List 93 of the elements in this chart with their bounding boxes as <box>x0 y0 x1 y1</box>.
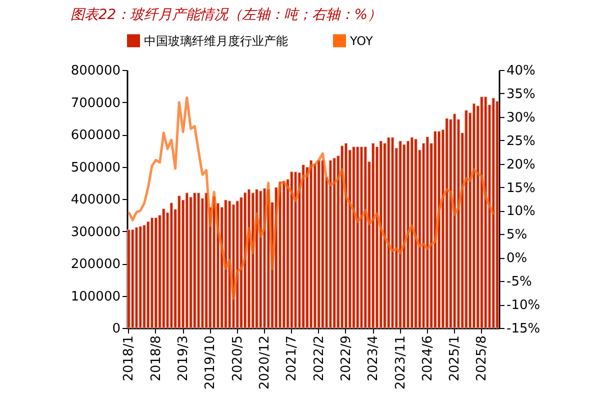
bar <box>379 140 382 328</box>
y-tick-label: 500000 <box>70 160 120 176</box>
bar <box>302 164 305 328</box>
y2-tick-label: -10% <box>506 298 540 314</box>
bar <box>236 200 239 328</box>
bar <box>472 103 476 328</box>
y2-tick-label: 35% <box>506 86 536 102</box>
bar <box>290 171 294 328</box>
x-tick-label: 2020/5 <box>230 336 246 382</box>
bar <box>131 229 134 328</box>
bar <box>328 160 332 328</box>
x-tick-label: 2021/7 <box>284 336 300 382</box>
bar <box>492 98 495 328</box>
bar <box>484 96 488 328</box>
y2-tick-label: 25% <box>506 134 536 149</box>
bar <box>196 192 200 328</box>
y-tick-label: 100000 <box>70 289 120 304</box>
bar <box>352 146 356 328</box>
x-tick-label: 2022/9 <box>338 336 354 382</box>
bar <box>150 217 154 328</box>
bar <box>464 110 468 328</box>
y2-tick-label: 40% <box>506 64 536 78</box>
legend-label: YOY <box>349 34 374 48</box>
bar <box>452 114 456 328</box>
bar <box>313 164 317 328</box>
x-tick-label: 2025/1 <box>448 336 463 382</box>
y-tick-label: 300000 <box>70 224 120 240</box>
y2-tick-label: 10% <box>506 204 536 220</box>
y-tick-label: 600000 <box>70 128 120 143</box>
bar <box>185 192 189 328</box>
x-tick-label: 2018/8 <box>148 336 164 382</box>
bar <box>294 172 298 328</box>
bar <box>189 196 192 328</box>
bar <box>224 200 228 328</box>
bar <box>146 221 150 328</box>
bar <box>332 158 336 328</box>
bar <box>434 131 437 328</box>
bar <box>398 140 402 328</box>
line-series <box>127 96 495 300</box>
bar <box>340 146 344 328</box>
bar <box>259 190 262 328</box>
bar <box>309 160 313 328</box>
bar <box>134 227 138 328</box>
bar <box>138 226 142 328</box>
bar <box>170 202 174 328</box>
x-tick-label: 2025/8 <box>474 336 490 382</box>
y2-tick-label: 15% <box>506 180 536 196</box>
bar <box>426 136 430 328</box>
y-tick-label: 0 <box>112 322 120 336</box>
chart-title: 图表22：玻纤月产能情况（左轴：吨；右轴：%） <box>70 7 382 23</box>
x-tick-label: 2023/11 <box>393 336 408 390</box>
bar <box>410 137 414 328</box>
y2-tick-label: 5% <box>506 228 528 243</box>
x-tick-label: 2018/1 <box>122 336 137 382</box>
bar <box>360 146 364 328</box>
x-tick-label: 2019/3 <box>176 336 192 382</box>
x-tick-label: 2019/10 <box>203 336 218 390</box>
y2-tick-label: -5% <box>506 274 532 290</box>
bar <box>364 146 367 328</box>
y2-tick-label: -15% <box>506 322 540 336</box>
bar <box>406 140 410 328</box>
bar <box>387 137 390 328</box>
bar <box>282 180 286 328</box>
y2-tick-label: 20% <box>506 157 536 172</box>
bar <box>321 160 324 328</box>
bar <box>445 118 448 328</box>
bar <box>154 217 158 328</box>
x-tick-label: 2023/4 <box>366 336 382 382</box>
y-tick-label: 700000 <box>70 96 120 111</box>
bar <box>178 196 181 328</box>
bar <box>356 146 360 328</box>
bar <box>162 208 166 328</box>
bar <box>402 144 406 328</box>
x-tick-label: 2020/12 <box>258 336 273 390</box>
y-tick-label: 800000 <box>70 64 120 78</box>
bar <box>414 138 418 328</box>
bar <box>127 229 130 328</box>
y-tick-label: 200000 <box>70 257 120 272</box>
bar <box>480 96 484 328</box>
bar <box>496 101 499 328</box>
bar <box>372 142 375 328</box>
bar <box>317 160 320 328</box>
bar <box>193 192 196 328</box>
y-tick-label: 400000 <box>70 192 120 208</box>
legend-label: 中国玻璃纤维月度行业产能 <box>144 34 288 48</box>
bar <box>390 137 394 328</box>
y2-tick-label: 0% <box>506 251 528 266</box>
bar <box>204 192 208 328</box>
x-tick-label: 2022/2 <box>312 336 327 382</box>
bar <box>142 224 146 328</box>
bar <box>437 131 441 328</box>
y2-tick-label: 30% <box>506 110 536 126</box>
x-tick-label: 2024/6 <box>420 336 436 382</box>
